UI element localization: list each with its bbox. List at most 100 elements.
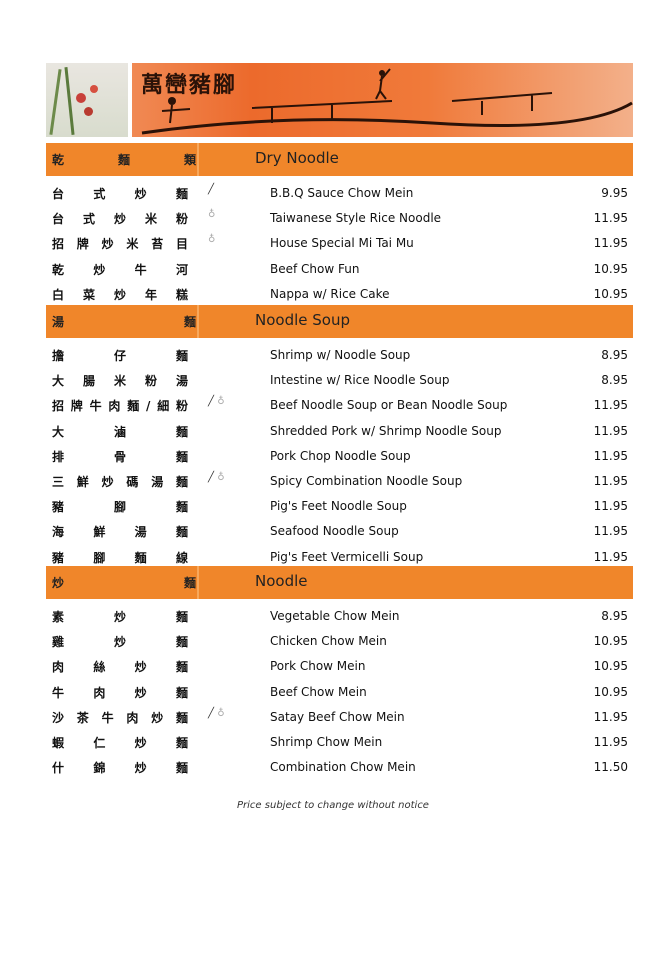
item-name-en: Chicken Chow Mein	[270, 634, 387, 649]
item-name-en: Spicy Combination Noodle Soup	[270, 473, 463, 488]
menu-banner: 萬巒豬腳	[46, 63, 633, 137]
item-price: 11.95	[593, 709, 628, 724]
section-noodle-soup: 湯麵 Noodle Soup 擔仔麵 Shrimp w/ Noodle Soup 8.9…	[46, 305, 633, 569]
item-name-en: Beef Noodle Soup or Bean Noodle Soup	[270, 398, 508, 413]
menu-item: 大腸米粉湯 Intestine w/ Rice Noodle Soup 8.95	[46, 367, 633, 392]
section-header: 炒麵 Noodle	[46, 566, 633, 599]
item-name-en: Beef Chow Fun	[270, 261, 360, 276]
menu-item: 台式炒米粉 ♁ Taiwanese Style Rice Noodle 11.95	[46, 205, 633, 230]
menu-item: 什錦炒麵 Combination Chow Mein 11.50	[46, 754, 633, 779]
item-name-en: Pork Chow Mein	[270, 659, 366, 674]
item-icons: ╱ ♁	[208, 708, 225, 719]
item-price: 11.95	[593, 524, 628, 539]
item-name-en: Taiwanese Style Rice Noodle	[270, 211, 442, 226]
item-price: 10.95	[593, 286, 628, 301]
plum-blossom-painting	[46, 63, 128, 137]
thumbs-up-icon: ♁	[217, 707, 225, 719]
thumbs-up-icon: ♁	[217, 471, 225, 483]
item-name-zh: 雞炒麵	[52, 635, 188, 650]
item-price: 11.50	[593, 760, 628, 775]
menu-item: 肉絲炒麵 Pork Chow Mein 10.95	[46, 653, 633, 678]
item-name-zh: 大腸米粉湯	[52, 374, 188, 389]
item-name-zh: 牛肉炒麵	[52, 685, 188, 700]
menu-item: 大滷麵 Shredded Pork w/ Shrimp Noodle Soup 11…	[46, 418, 633, 443]
item-name-en: Pig's Feet Vermicelli Soup	[270, 549, 424, 564]
item-name-en: B.B.Q Sauce Chow Mein	[270, 186, 414, 200]
item-name-en: Beef Chow Mein	[270, 684, 367, 699]
menu-item: 排骨麵 Pork Chop Noodle Soup 11.95	[46, 443, 633, 468]
item-price: 11.95	[593, 236, 628, 251]
item-name-en: Shrimp Chow Mein	[270, 734, 383, 749]
thumbs-up-icon: ♁	[217, 396, 225, 408]
menu-item: 擔仔麵 Shrimp w/ Noodle Soup 8.95	[46, 342, 633, 367]
item-name-en: Intestine w/ Rice Noodle Soup	[270, 373, 450, 388]
item-name-zh: 白菜炒年糕	[52, 287, 188, 302]
item-name-zh: 三鮮炒碼湯麵	[52, 474, 188, 489]
section-header: 乾麵類 Dry Noodle	[46, 143, 633, 176]
divider	[197, 143, 199, 176]
menu-item: 素炒麵 Vegetable Chow Mein 8.95	[46, 603, 633, 628]
item-price: 8.95	[601, 373, 628, 388]
item-name-en: Seafood Noodle Soup	[270, 524, 399, 539]
section-header: 湯麵 Noodle Soup	[46, 305, 633, 338]
item-icons: ♁	[208, 234, 215, 245]
item-icons: ╱ ♁	[208, 472, 225, 483]
section-title-en: Noodle Soup	[255, 311, 350, 329]
thumbs-up-icon: ♁	[208, 209, 216, 221]
item-name-en: Shredded Pork w/ Shrimp Noodle Soup	[270, 423, 502, 438]
menu-item: 招牌炒米苔目 ♁ House Special Mi Tai Mu 11.95	[46, 230, 633, 255]
chili-icon: ╱	[208, 184, 215, 195]
item-name-zh: 蝦仁炒麵	[52, 735, 188, 750]
landscape-sketch	[141, 68, 633, 135]
item-name-zh: 海鮮湯麵	[52, 525, 188, 540]
item-name-en: Shrimp w/ Noodle Soup	[270, 348, 411, 362]
item-name-en: Vegetable Chow Mein	[270, 609, 400, 623]
section-title-en: Noodle	[255, 572, 308, 590]
restaurant-name: 萬巒豬腳	[141, 72, 238, 98]
item-name-zh: 大滷麵	[52, 424, 188, 439]
section-title-zh: 炒麵	[52, 576, 196, 590]
menu-item: 沙茶牛肉炒麵 ╱ ♁ Satay Beef Chow Mein 11.95	[46, 704, 633, 729]
item-name-en: Nappa w/ Rice Cake	[270, 286, 390, 301]
divider	[197, 305, 199, 338]
item-name-zh: 台式炒麵	[52, 187, 188, 201]
item-name-zh: 素炒麵	[52, 610, 188, 624]
item-price: 11.95	[593, 448, 628, 463]
item-icons: ╱	[208, 184, 214, 195]
item-name-zh: 擔仔麵	[52, 349, 188, 363]
item-name-zh: 肉絲炒麵	[52, 660, 188, 675]
item-price: 11.95	[593, 499, 628, 514]
item-name-en: Combination Chow Mein	[270, 760, 416, 775]
menu-item: 招牌牛肉麵/細粉 ╱ ♁ Beef Noodle Soup or Bean Nood…	[46, 392, 633, 417]
item-price: 11.95	[593, 473, 628, 488]
item-name-zh: 招牌牛肉麵/細粉	[52, 399, 188, 414]
item-name-zh: 乾炒牛河	[52, 262, 188, 277]
item-name-zh: 豬腳麵線	[52, 550, 188, 565]
item-price: 10.95	[593, 261, 628, 276]
item-name-en: Satay Beef Chow Mein	[270, 709, 405, 724]
section-noodle: 炒麵 Noodle 素炒麵 Vegetable Chow Mein 8.95 雞炒麵 Chi…	[46, 566, 633, 779]
item-icons: ╱ ♁	[208, 396, 225, 407]
item-price: 8.95	[601, 348, 628, 362]
menu-item: 牛肉炒麵 Beef Chow Mein 10.95	[46, 679, 633, 704]
item-price: 11.95	[593, 211, 628, 226]
item-price: 8.95	[601, 609, 628, 623]
chili-icon: ╱	[208, 396, 218, 408]
item-name-zh: 什錦炒麵	[52, 761, 188, 776]
item-price: 11.95	[593, 549, 628, 564]
menu-item: 台式炒麵 ╱ B.B.Q Sauce Chow Mein 9.95	[46, 180, 633, 205]
divider	[197, 566, 199, 599]
section-title-zh: 湯麵	[52, 315, 196, 329]
item-name-zh: 排骨麵	[52, 449, 188, 464]
menu-item: 雞炒麵 Chicken Chow Mein 10.95	[46, 628, 633, 653]
menu-item: 豬腳麵線 Pig's Feet Vermicelli Soup 11.95	[46, 544, 633, 569]
item-name-zh: 招牌炒米苔目	[52, 237, 188, 252]
item-name-en: Pork Chop Noodle Soup	[270, 448, 411, 463]
item-name-zh: 豬腳麵	[52, 500, 188, 515]
section-title-en: Dry Noodle	[255, 149, 339, 167]
item-name-en: Pig's Feet Noodle Soup	[270, 499, 407, 514]
item-icons: ♁	[208, 209, 215, 220]
price-disclaimer: Price subject to change without notice	[237, 800, 429, 811]
section-dry-noodle: 乾麵類 Dry Noodle 台式炒麵 ╱ B.B.Q Sauce Chow Mein…	[46, 143, 633, 306]
chili-icon: ╱	[208, 471, 218, 483]
